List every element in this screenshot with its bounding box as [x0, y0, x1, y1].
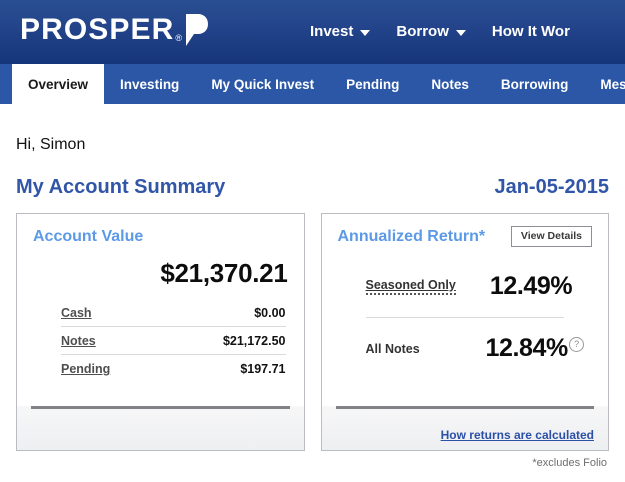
account-value-total: $21,370.21 [160, 258, 288, 288]
nav-item-how-it-works[interactable]: How It Wor [492, 0, 570, 64]
tab-borrowing[interactable]: Borrowing [485, 64, 585, 104]
all-notes-value-wrap: 12.84%? [486, 334, 584, 363]
annualized-return-card-footer: How returns are calculated [321, 406, 608, 450]
tab-my-quick-invest-label: My Quick Invest [211, 76, 315, 92]
logo-wordmark: PROSPER [20, 13, 175, 46]
how-returns-are-calculated-link[interactable]: How returns are calculated [440, 428, 594, 442]
nav-item-borrow-label: Borrow [396, 23, 449, 40]
all-notes-row: All Notes 12.84%? [338, 334, 593, 363]
help-icon[interactable]: ? [568, 336, 584, 352]
prosper-logo[interactable]: PROSPER ® [20, 13, 209, 47]
cash-link[interactable]: Cash [61, 306, 92, 320]
table-row: Cash $0.00 [61, 299, 286, 326]
tab-messages[interactable]: Messag [584, 64, 625, 104]
chevron-down-icon [360, 30, 371, 36]
account-value-breakdown: Cash $0.00 Notes $21,172.50 Pending $197… [33, 299, 288, 382]
nav-item-borrow[interactable]: Borrow [396, 0, 466, 64]
pending-amount: $197.71 [240, 362, 286, 376]
account-value-title: Account Value [33, 228, 144, 245]
tab-my-quick-invest[interactable]: My Quick Invest [195, 64, 330, 104]
summary-header: My Account Summary Jan-05-2015 [16, 176, 609, 199]
tab-investing-label: Investing [120, 76, 180, 92]
tab-pending[interactable]: Pending [330, 64, 415, 104]
tab-overview-label: Overview [28, 76, 89, 92]
cash-amount: $0.00 [254, 306, 286, 320]
account-value-card-footer [17, 406, 304, 450]
user-greeting: Hi, Simon [16, 136, 86, 153]
primary-nav: Invest Borrow How It Wor [310, 0, 570, 64]
table-row: Notes $21,172.50 [61, 326, 286, 354]
tab-notes[interactable]: Notes [415, 64, 485, 104]
site-header: PROSPER ® Invest Borrow How It Wor [0, 0, 625, 64]
divider [31, 406, 290, 409]
all-notes-label: All Notes [365, 341, 420, 356]
tab-overview[interactable]: Overview [12, 64, 105, 104]
annualized-return-card-body: Annualized Return* View Details Seasoned… [322, 214, 609, 450]
seasoned-only-row: Seasoned Only 12.49% [338, 272, 593, 301]
chevron-down-icon [455, 30, 466, 36]
tab-messages-label: Messag [600, 76, 625, 92]
prosper-pin-icon [183, 13, 209, 47]
view-details-button[interactable]: View Details [510, 226, 592, 247]
table-row: Pending $197.71 [61, 354, 286, 382]
tab-investing[interactable]: Investing [104, 64, 195, 104]
account-value-card: Account Value $21,370.21 Cash $0.00 Note… [16, 213, 305, 451]
divider [335, 406, 594, 409]
footnote-text: *excludes Folio [532, 457, 607, 469]
registered-trademark-icon: ® [175, 33, 183, 43]
tab-pending-label: Pending [346, 76, 400, 92]
annualized-return-card: Annualized Return* View Details Seasoned… [320, 213, 609, 451]
notes-amount: $21,172.50 [222, 334, 286, 348]
divider [365, 317, 564, 318]
tab-notes-label: Notes [431, 76, 469, 92]
pending-link[interactable]: Pending [61, 362, 111, 376]
summary-cards: Account Value $21,370.21 Cash $0.00 Note… [16, 213, 609, 451]
nav-item-invest[interactable]: Invest [310, 0, 371, 64]
annualized-return-title: Annualized Return* [337, 228, 486, 245]
nav-item-invest-label: Invest [310, 23, 354, 40]
notes-link[interactable]: Notes [61, 334, 96, 348]
page-content: Hi, Simon My Account Summary Jan-05-2015… [0, 104, 625, 469]
account-tab-bar: Overview Investing My Quick Invest Pendi… [0, 64, 625, 104]
account-value-card-body: Account Value $21,370.21 Cash $0.00 Note… [17, 214, 304, 450]
page-title: My Account Summary [16, 176, 226, 198]
summary-date: Jan-05-2015 [494, 176, 609, 198]
seasoned-only-value: 12.49% [489, 272, 573, 300]
all-notes-value: 12.84% [485, 334, 569, 362]
tab-borrowing-label: Borrowing [500, 76, 569, 92]
nav-item-how-it-works-label: How It Wor [491, 23, 570, 40]
seasoned-only-label[interactable]: Seasoned Only [365, 278, 456, 295]
